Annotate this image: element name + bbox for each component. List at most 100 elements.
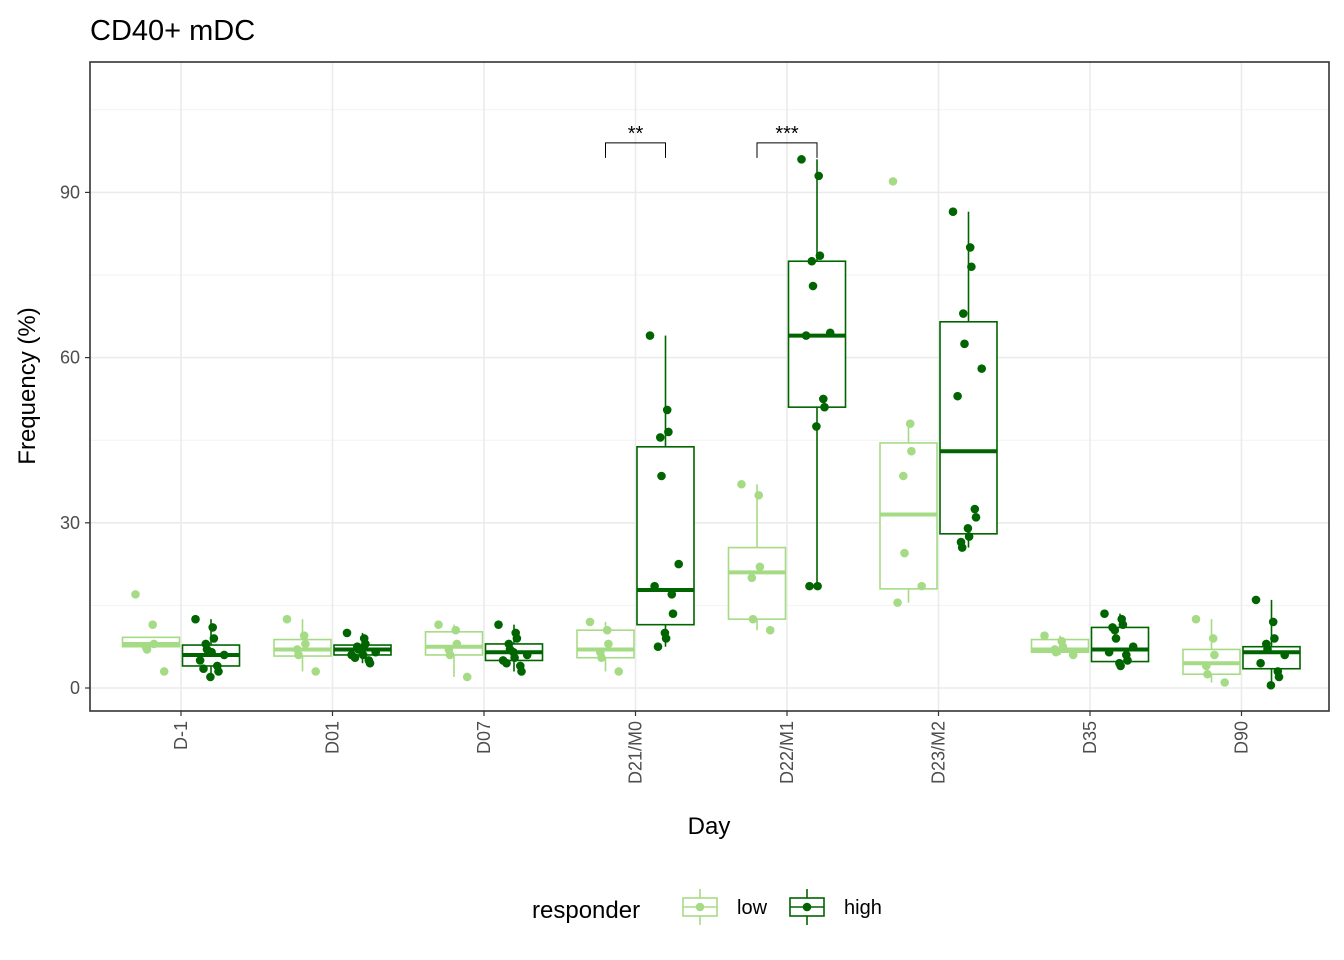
data-point <box>661 634 671 643</box>
data-point <box>219 650 229 660</box>
data-point <box>452 639 462 649</box>
data-point <box>1251 595 1261 605</box>
data-point <box>148 620 157 629</box>
data-point <box>1274 672 1284 682</box>
x-axis-title: Day <box>688 813 731 840</box>
box-group-low <box>727 479 787 635</box>
legend-key-point <box>802 902 812 912</box>
y-tick-label: 30 <box>60 513 80 533</box>
data-point <box>1068 650 1078 660</box>
data-point <box>970 504 980 514</box>
data-point <box>1100 609 1109 618</box>
data-point <box>754 490 763 500</box>
data-point <box>1203 669 1212 679</box>
legend: responder low high <box>532 889 882 925</box>
y-tick-label: 0 <box>70 678 80 698</box>
data-point <box>512 634 522 643</box>
data-point <box>650 581 659 591</box>
data-point <box>765 625 775 635</box>
legend-label: low <box>737 897 768 919</box>
data-point <box>813 581 822 591</box>
data-point <box>959 309 968 318</box>
data-point <box>825 328 835 338</box>
box <box>939 321 998 535</box>
data-point <box>963 524 973 533</box>
data-point <box>755 562 765 572</box>
x-tick-label: D07 <box>474 721 494 754</box>
data-point <box>747 573 757 583</box>
data-point <box>1220 678 1229 687</box>
data-point <box>807 256 817 266</box>
data-point <box>1128 642 1138 651</box>
data-point <box>668 609 678 618</box>
data-point <box>805 581 814 591</box>
data-point <box>1210 650 1219 660</box>
data-point <box>195 656 205 665</box>
box-group-high <box>333 628 392 668</box>
panel-background <box>90 62 1329 711</box>
data-point <box>948 207 958 216</box>
box-group-low <box>576 617 635 676</box>
x-tick-label: D21/M0 <box>626 721 646 784</box>
data-point <box>1266 680 1276 690</box>
data-point <box>664 427 673 437</box>
x-tick-label: D01 <box>323 721 343 754</box>
data-point <box>142 645 152 654</box>
data-point <box>1202 661 1211 671</box>
data-point <box>1116 661 1125 671</box>
data-point <box>209 634 219 643</box>
data-point <box>365 658 375 668</box>
y-tick-label: 60 <box>60 348 80 368</box>
box-group-high <box>939 207 998 552</box>
data-point <box>819 394 828 404</box>
data-point <box>748 614 758 624</box>
data-point <box>907 446 916 456</box>
data-point <box>1108 623 1117 632</box>
data-point <box>1268 617 1278 627</box>
legend-label: high <box>844 897 882 919</box>
box-group-high <box>484 620 544 676</box>
data-point <box>893 598 902 607</box>
data-point <box>953 391 962 401</box>
data-point <box>957 543 967 552</box>
data-point <box>674 559 683 569</box>
significance-bracket: *** <box>756 123 818 158</box>
data-point <box>434 620 443 629</box>
data-point <box>1208 634 1218 643</box>
data-point <box>737 479 746 489</box>
data-point <box>1123 656 1132 665</box>
bracket-line <box>756 142 818 158</box>
data-point <box>131 590 140 599</box>
data-point <box>964 532 974 541</box>
data-point <box>604 639 613 649</box>
data-point <box>815 251 825 261</box>
y-axis-title: Frequency (%) <box>14 307 41 464</box>
x-tick-label: D35 <box>1080 721 1100 754</box>
data-point <box>977 364 986 373</box>
x-tick-label: D90 <box>1232 721 1252 754</box>
data-point <box>502 658 511 668</box>
data-point <box>1104 647 1114 657</box>
data-point <box>820 402 829 412</box>
data-point <box>206 672 215 682</box>
data-point <box>1256 658 1265 668</box>
box-group-low <box>1030 631 1090 660</box>
box-group-low <box>879 177 938 607</box>
data-point <box>462 672 472 682</box>
data-point <box>797 155 806 164</box>
data-point <box>1111 634 1121 643</box>
data-point <box>311 667 321 676</box>
data-point <box>149 639 159 649</box>
data-point <box>1280 650 1289 660</box>
box-group-high <box>636 331 695 651</box>
box-group-high <box>787 155 847 591</box>
chart-title: CD40+ mDC <box>90 15 255 47</box>
data-point <box>967 262 976 272</box>
data-point <box>159 667 169 676</box>
plot-panel: 0 30 60 90 D-1 D01 D07 D21/M0 D22/M1 D23/M2 D35 D90 <box>60 62 1329 784</box>
data-point <box>900 548 909 558</box>
data-point <box>662 405 672 415</box>
data-point <box>208 623 217 632</box>
data-point <box>960 339 969 349</box>
data-point <box>971 512 981 522</box>
